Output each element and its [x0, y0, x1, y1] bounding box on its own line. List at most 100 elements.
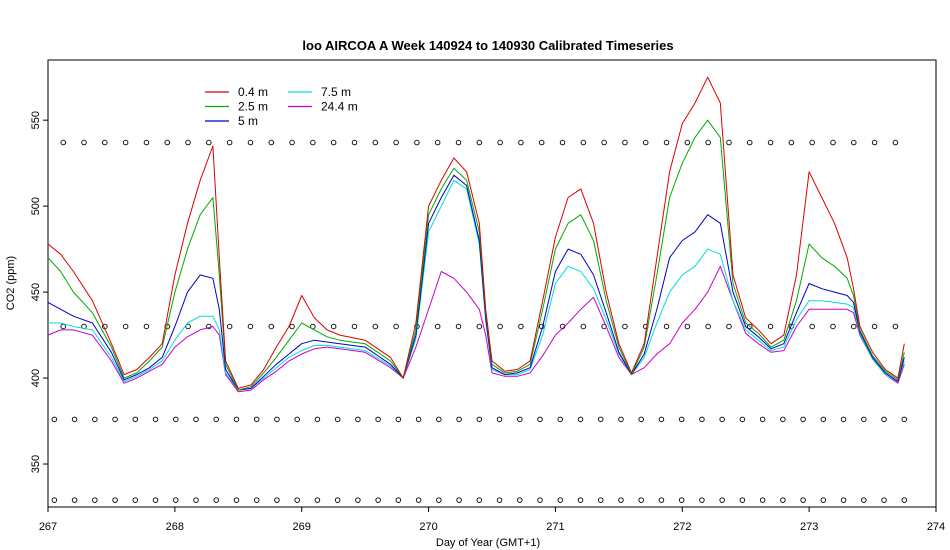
calibration-marker: [247, 139, 254, 146]
calibration-marker: [393, 323, 399, 330]
y-tick-label: 450: [30, 283, 42, 301]
calibration-marker: [820, 497, 827, 503]
calibration-marker: [759, 497, 766, 503]
calibration-marker: [193, 497, 199, 503]
legend-label: 0.4 m: [238, 85, 268, 99]
calibration-marker: [185, 323, 191, 330]
y-axis: 350 400 450 500 550: [30, 111, 48, 473]
calibration-marker: [476, 497, 483, 503]
calibration-marker: [434, 323, 441, 330]
calibration-marker: [102, 139, 108, 146]
calibration-marker: [289, 323, 295, 330]
calibration-marker: [334, 497, 341, 503]
calibration-marker: [455, 139, 462, 146]
calibration-marker: [601, 139, 607, 146]
x-tick-label: 268: [166, 521, 184, 533]
calibration-marker: [830, 139, 836, 146]
calibration-marker: [375, 416, 381, 423]
calibration-marker: [60, 323, 66, 330]
calibration-marker: [537, 416, 543, 423]
calibration-marker: [476, 416, 483, 423]
calibration-marker: [800, 497, 806, 503]
calibration-marker: [164, 139, 170, 146]
calibration-marker: [663, 139, 670, 146]
series-line: [47, 174, 905, 391]
calibration-marker: [71, 416, 78, 423]
calibration-marker: [274, 497, 280, 503]
calibration-marker: [597, 497, 604, 503]
plot-frame: [47, 59, 937, 508]
calibration-marker: [861, 497, 867, 503]
calibration-marker: [173, 416, 179, 423]
calibration-marker: [577, 416, 584, 423]
calibration-marker: [767, 323, 774, 330]
calibration-marker: [840, 416, 847, 423]
calibration-marker: [152, 497, 159, 503]
calibration-marker: [638, 416, 644, 423]
calibration-marker: [375, 497, 381, 503]
calibration-marker: [415, 416, 422, 423]
y-tick-label: 400: [30, 369, 42, 387]
calibration-marker: [861, 416, 867, 423]
calibration-marker: [517, 416, 523, 423]
calibration-marker: [122, 139, 129, 146]
calibration-marker: [351, 139, 358, 146]
calibration-marker: [881, 497, 887, 503]
calibration-marker: [719, 416, 725, 423]
calibration-marker: [314, 416, 321, 423]
calibration-marker: [580, 323, 587, 330]
calibration-marker: [726, 323, 732, 330]
calibration-marker: [330, 323, 337, 330]
x-tick-label: 273: [800, 521, 818, 533]
calibration-marker: [840, 497, 847, 503]
calibration-marker: [663, 323, 670, 330]
x-tick-label: 271: [546, 521, 564, 533]
calibration-marker: [518, 139, 524, 146]
calibration-marker: [51, 497, 58, 503]
calibration-marker: [618, 497, 624, 503]
calibration-marker: [415, 497, 422, 503]
calibration-marker: [851, 323, 857, 330]
calibration-marker: [289, 139, 295, 146]
calibration-marker: [268, 139, 275, 146]
calibration-marker: [476, 139, 483, 146]
calibration-marker: [892, 139, 899, 146]
calibration-marker: [330, 139, 337, 146]
calibration-marker: [747, 139, 753, 146]
calibration-marker: [233, 416, 240, 423]
calibration-marker: [658, 416, 665, 423]
calibration-marker: [559, 139, 566, 146]
calibration-marker: [557, 497, 564, 503]
series-line: [47, 119, 905, 391]
calibration-marker: [268, 323, 275, 330]
calibration-marker: [622, 139, 628, 146]
calibration-marker: [476, 323, 483, 330]
calibration-marker: [71, 497, 78, 503]
calibration-marker: [557, 416, 564, 423]
calibration-marker: [699, 416, 705, 423]
chart-title: loo AIRCOA A Week 140924 to 140930 Calib…: [302, 38, 673, 53]
calibration-marker: [456, 497, 462, 503]
legend-label: 7.5 m: [321, 85, 351, 99]
calibration-marker: [830, 323, 836, 330]
calibration-marker: [395, 416, 402, 423]
calibration-marker: [314, 497, 321, 503]
calibration-marker: [294, 416, 300, 423]
calibration-marker: [759, 416, 766, 423]
calibration-marker: [436, 497, 442, 503]
calibration-marker: [112, 497, 118, 503]
calibration-marker: [132, 497, 139, 503]
series-line: [48, 179, 905, 391]
calibration-marker: [226, 323, 233, 330]
x-tick-label: 269: [293, 521, 311, 533]
calibration-marker: [92, 497, 98, 503]
calibration-marker: [537, 497, 543, 503]
calibration-marker: [434, 139, 441, 146]
calibration-marker: [726, 139, 732, 146]
series-line: [47, 265, 905, 393]
calibration-marker: [678, 416, 685, 423]
calibration-marker: [456, 416, 462, 423]
calibration-marker: [809, 139, 815, 146]
calibration-marker: [173, 497, 179, 503]
